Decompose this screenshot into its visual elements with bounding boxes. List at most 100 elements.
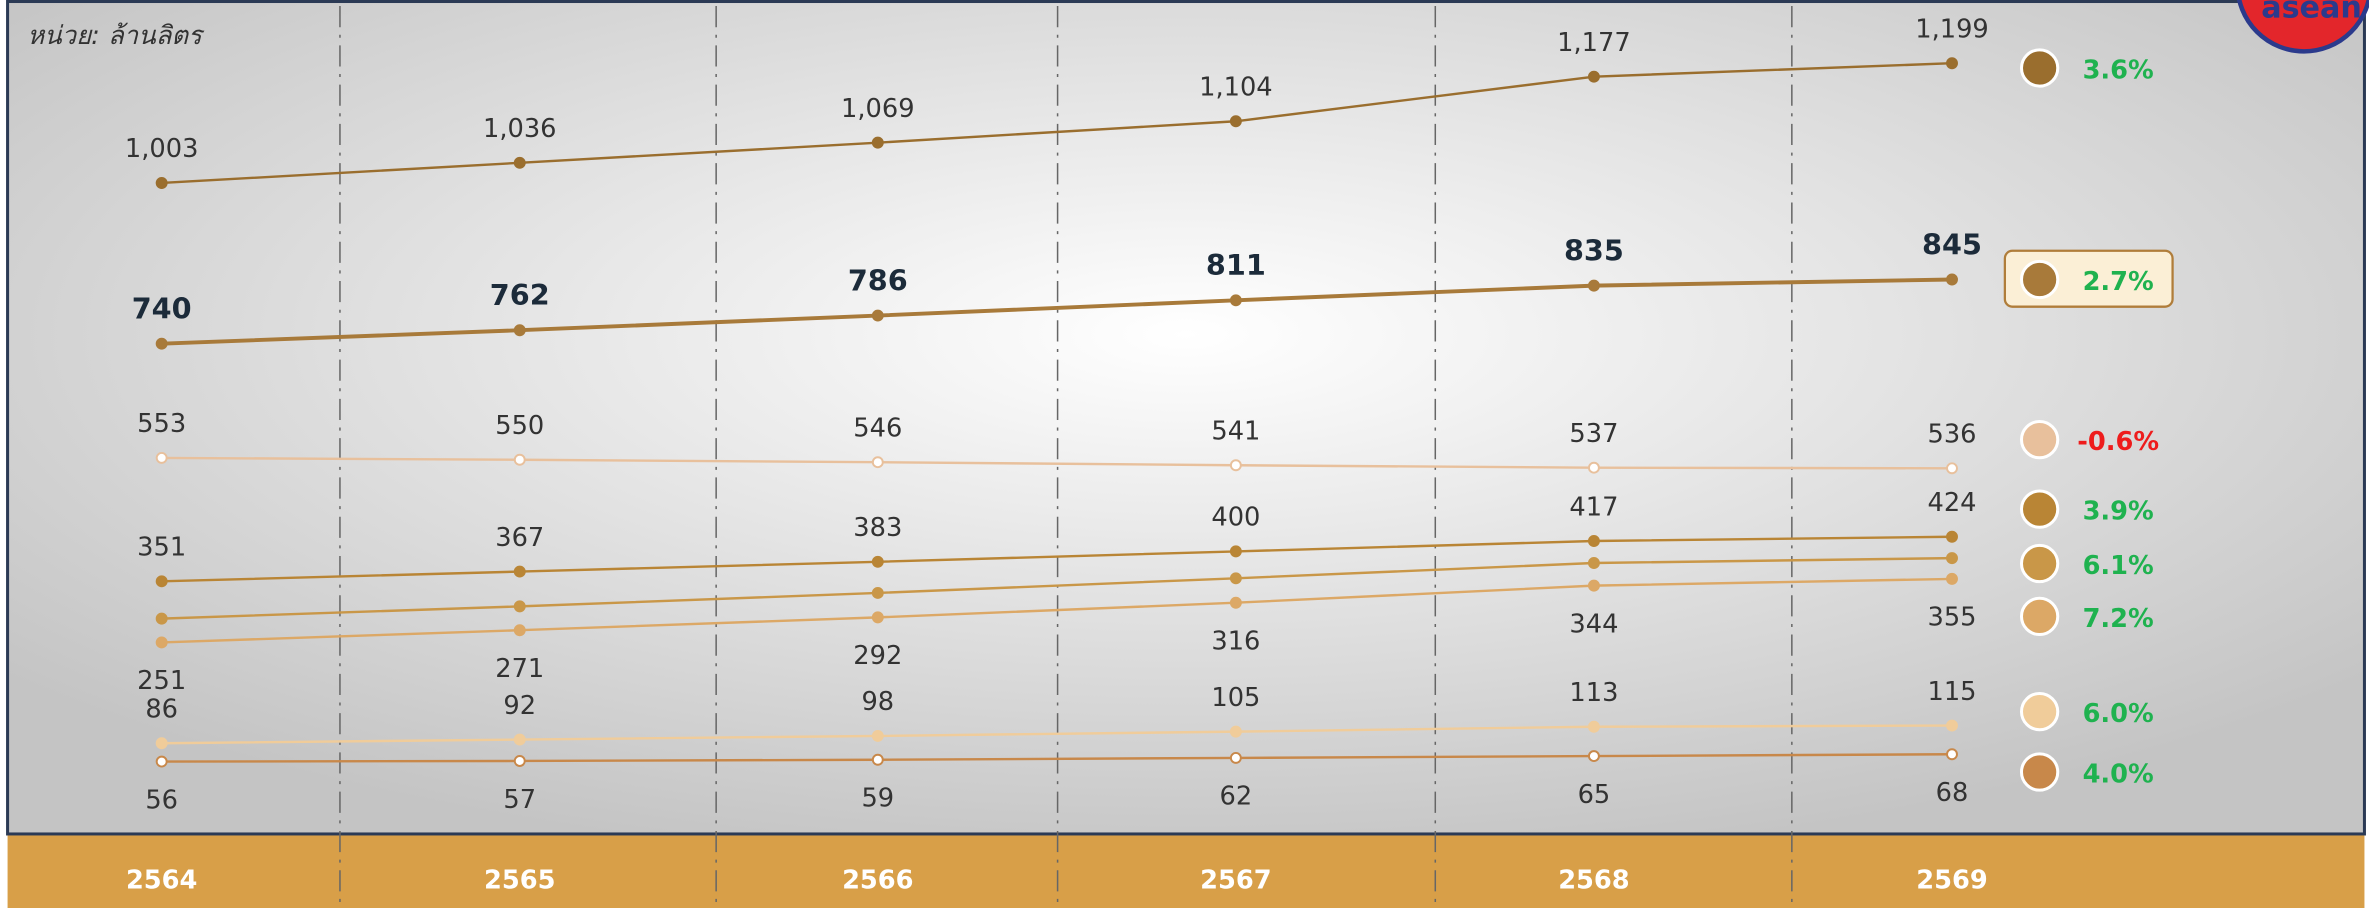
data-label: 1,003 [125,134,199,164]
series-line [161,277,1953,346]
point [1587,720,1600,733]
data-label: 1,069 [841,94,915,124]
data-label: 57 [503,785,536,815]
data-label: 546 [853,413,902,443]
point [513,733,526,746]
point [155,755,168,768]
data-label: 417 [1569,492,1618,522]
data-label: 536 [1927,420,1976,450]
flag [2019,543,2060,584]
point [1587,750,1600,763]
logo-circle [2236,0,2369,54]
point [155,737,168,750]
growth-label: 4.0% [2083,760,2154,790]
data-label: 740 [132,291,192,325]
data-label: 316 [1211,627,1260,657]
point [871,309,884,322]
logo: asean [2236,0,2369,54]
data-label: 550 [495,411,544,441]
plot-background [6,0,2366,836]
data-label: 62 [1220,782,1253,812]
data-label: 383 [853,513,902,543]
series-line [161,724,1952,745]
point [871,456,884,469]
data-label: 1,177 [1557,28,1631,58]
data-label: 367 [495,523,544,553]
point [1587,70,1600,83]
data-label: 56 [145,785,178,815]
x-tick-label: 2568 [1558,865,1629,895]
point [155,575,168,588]
data-label: 115 [1927,677,1976,707]
data-label: 1,036 [483,114,557,144]
point [1229,115,1242,128]
point [871,136,884,149]
growth-label: 3.9% [2083,497,2154,527]
data-label: 68 [1936,778,1969,808]
unit-label: หน่วย: ล้านลิตร [27,21,205,51]
point [1229,596,1242,609]
flag [2019,48,2060,88]
point [1946,273,1958,286]
data-label: 541 [1211,417,1260,447]
point [1946,530,1958,543]
series-line [161,577,1953,644]
data-label: 98 [861,687,894,717]
point [1946,719,1958,732]
point [513,600,526,613]
point [155,451,168,464]
point [1587,579,1600,592]
point [1587,535,1600,547]
x-tick-label: 2565 [484,865,555,895]
data-label: 92 [503,691,536,721]
data-label: 251 [137,666,186,696]
point [1229,459,1242,472]
data-label: 537 [1569,419,1618,449]
flag [2019,489,2060,529]
data-label: 355 [1927,603,1976,633]
data-label: 65 [1578,780,1611,810]
point [1229,725,1242,738]
data-label: 86 [145,695,178,725]
growth-label: 2.7% [2083,267,2154,297]
data-label: 424 [1927,488,1976,518]
point [1946,748,1958,761]
data-label: 1,199 [1915,14,1989,44]
x-tick-label: 2566 [842,865,913,895]
year-band [7,835,2365,908]
point [155,337,168,350]
point [155,636,168,649]
growth-label: 3.6% [2083,56,2154,86]
flag [2019,596,2060,637]
logo-text: asean [2261,0,2362,26]
point [513,624,526,637]
data-label: 344 [1569,609,1618,639]
data-label: 292 [853,641,902,671]
series-line [161,753,1953,763]
data-label: 271 [495,654,544,684]
point [1587,461,1600,474]
data-label: 553 [137,409,186,439]
point [1587,279,1600,292]
point [513,565,526,578]
growth-label: 6.1% [2083,551,2154,581]
data-label: 59 [861,784,894,814]
data-label: 1,104 [1199,73,1273,103]
series-line [161,535,1953,583]
series-line [161,456,1952,470]
data-label: 105 [1211,683,1260,713]
point [513,156,526,169]
point [1946,57,1958,70]
flag [2019,259,2060,300]
point [1229,545,1242,558]
point [871,611,884,624]
point [1587,557,1600,569]
flag [2019,420,2060,460]
point [1229,294,1242,307]
series-line [161,556,1953,620]
flag [2019,691,2060,732]
series-line [161,62,1953,185]
growth-label: 7.2% [2083,604,2154,634]
